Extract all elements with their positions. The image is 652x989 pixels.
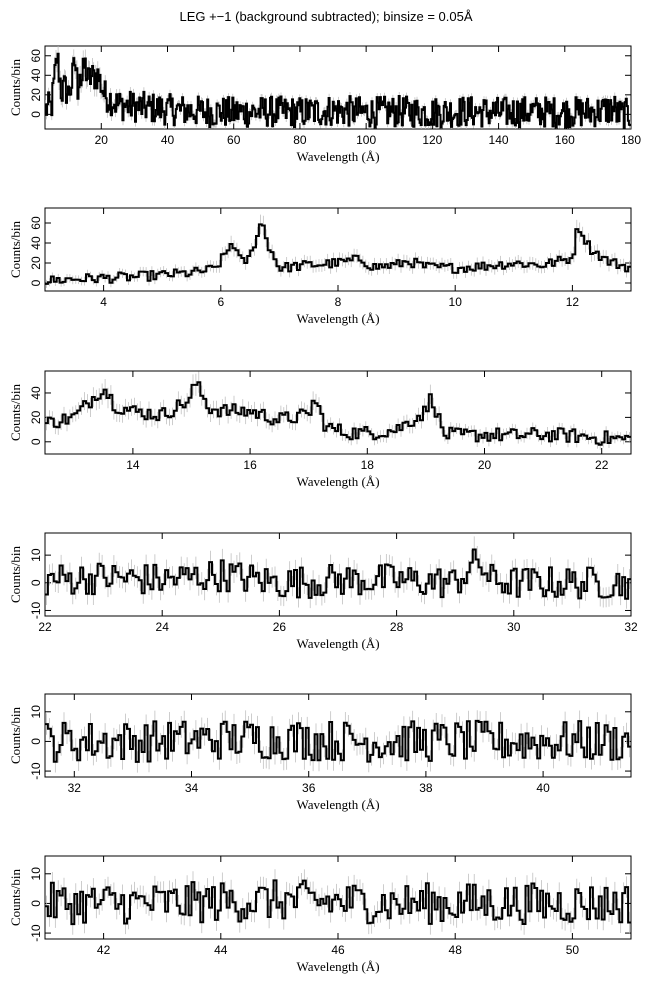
y-tick-label: 60 [29,216,43,230]
spectrum-histogram [45,52,631,129]
x-tick-label: 24 [156,620,170,634]
x-tick-label: 12 [566,295,580,309]
x-tick-label: 180 [621,133,641,147]
y-tick-label: 40 [29,386,43,400]
y-tick-label: 10 [29,548,43,562]
x-axis-label: Wavelength (Å) [296,797,379,812]
y-tick-label: 40 [29,236,43,250]
y-tick-label: -10 [29,601,43,619]
error-bars [46,536,630,609]
x-tick-label: 40 [536,781,550,795]
x-tick-label: 32 [624,620,638,634]
figure-title: LEG +−1 (background subtracted); binsize… [179,9,473,24]
y-tick-label: 20 [29,256,43,270]
x-tick-label: 32 [68,781,82,795]
y-tick-label: 0 [29,900,43,907]
x-tick-label: 20 [95,133,109,147]
y-tick-label: 0 [29,111,43,118]
plot-frame [44,693,632,778]
spectrum-histogram [45,548,631,600]
y-axis-label: Counts/bin [8,220,23,278]
x-tick-label: 46 [331,943,345,957]
y-axis-label: Counts/bin [8,706,23,764]
y-tick-label: -10 [29,924,43,942]
x-tick-label: 60 [227,133,241,147]
x-tick-label: 22 [595,458,609,472]
x-tick-label: 44 [214,943,228,957]
x-tick-label: 22 [38,620,52,634]
plot-frame [44,45,632,130]
spectrum-histogram [45,223,631,285]
y-tick-label: 0 [29,579,43,586]
spectrum-histogram [45,381,631,446]
x-tick-label: 28 [390,620,404,634]
x-tick-label: 26 [273,620,287,634]
plot-frame [44,532,632,617]
y-tick-label: 20 [29,410,43,424]
y-tick-label: -10 [29,762,43,780]
x-axis-label: Wavelength (Å) [296,959,379,974]
y-tick-label: 20 [29,88,43,102]
y-axis-label: Counts/bin [8,868,23,926]
x-tick-label: 40 [161,133,175,147]
x-tick-label: 30 [507,620,521,634]
y-tick-label: 40 [29,68,43,82]
x-tick-label: 18 [361,458,375,472]
x-axis-label: Wavelength (Å) [296,311,379,326]
error-bars [46,869,630,935]
x-tick-label: 6 [217,295,224,309]
x-tick-label: 48 [449,943,463,957]
y-axis-label: Counts/bin [8,383,23,441]
x-axis-label: Wavelength (Å) [296,474,379,489]
y-tick-label: 0 [29,279,43,286]
x-tick-label: 20 [478,458,492,472]
x-tick-label: 42 [97,943,111,957]
x-tick-label: 80 [293,133,307,147]
x-tick-label: 120 [422,133,442,147]
x-tick-label: 160 [555,133,575,147]
x-tick-label: 4 [100,295,107,309]
x-tick-label: 38 [419,781,433,795]
y-axis-label: Counts/bin [8,545,23,603]
x-tick-label: 100 [356,133,376,147]
plot-frame [44,370,632,455]
x-tick-label: 34 [185,781,199,795]
x-tick-label: 8 [335,295,342,309]
y-axis-label: Counts/bin [8,58,23,116]
x-tick-label: 140 [489,133,509,147]
x-tick-label: 10 [449,295,463,309]
y-tick-label: 10 [29,867,43,881]
spectrum-histogram [45,879,631,926]
x-axis-label: Wavelength (Å) [296,636,379,651]
y-tick-label: 0 [29,738,43,745]
x-axis-label: Wavelength (Å) [296,149,379,164]
x-tick-label: 50 [566,943,580,957]
y-tick-label: 60 [29,49,43,63]
x-tick-label: 14 [126,458,140,472]
y-tick-label: 0 [29,438,43,445]
x-tick-label: 16 [243,458,257,472]
y-tick-label: 10 [29,705,43,719]
plot-frame [44,207,632,292]
x-tick-label: 36 [302,781,316,795]
spectrum-histogram [45,719,631,763]
